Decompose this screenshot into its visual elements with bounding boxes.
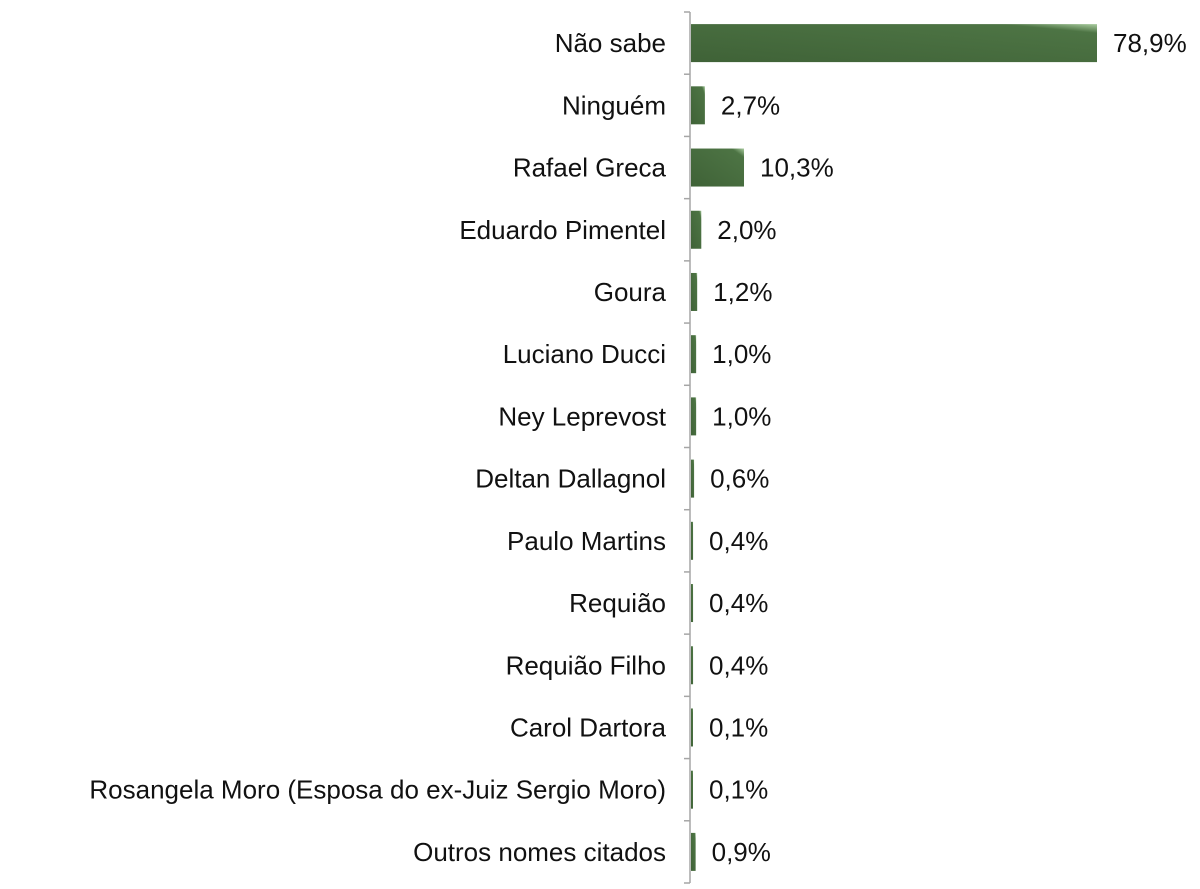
bars-group [691,24,1097,871]
category-label: Goura [594,277,667,307]
value-label: 0,6% [710,464,769,494]
bar [691,397,697,436]
category-label: Não sabe [555,28,666,58]
bar [691,210,702,249]
value-label: 0,4% [709,650,768,680]
value-label: 0,9% [712,837,771,867]
value-label: 10,3% [760,153,834,183]
value-label: 78,9% [1113,28,1187,58]
category-labels: Não sabe Ninguém Rafael Greca Eduardo Pimen… [89,28,666,867]
category-label: Deltan Dallagnol [475,464,666,494]
value-label: 1,0% [712,339,771,369]
value-labels: 78,9% 2,7% 10,3% 2,0% 1,2% 1,0% 1,0% 0,6% 0,4% 0,… [709,28,1187,867]
category-label: Rafael Greca [513,153,667,183]
category-label: Outros nomes citados [413,837,666,867]
bar [691,832,696,871]
value-label: 1,0% [712,401,771,431]
category-label: Requião [569,588,666,618]
category-label: Paulo Martins [507,526,666,556]
value-label: 0,1% [709,775,768,805]
value-label: 1,2% [713,277,772,307]
category-label: Luciano Ducci [503,339,666,369]
bar [691,86,705,125]
value-label: 2,7% [721,90,780,120]
category-label: Rosangela Moro (Esposa do ex-Juiz Sergio… [89,775,666,805]
value-label: 0,4% [709,526,768,556]
bar [691,459,695,498]
bar [691,584,694,623]
category-label: Carol Dartora [510,712,667,742]
bar [691,646,694,685]
bar [691,148,745,187]
bar [691,521,694,560]
category-label: Ney Leprevost [498,401,666,431]
bar [691,770,693,809]
bar [691,335,697,374]
bar [691,272,698,311]
category-label: Eduardo Pimentel [459,215,666,245]
category-label: Requião Filho [506,650,666,680]
bar [691,708,693,747]
category-label: Ninguém [562,90,666,120]
category-axis [684,11,691,884]
value-label: 2,0% [717,215,776,245]
bar [691,24,1097,63]
value-label: 0,4% [709,588,768,618]
value-label: 0,1% [709,712,768,742]
